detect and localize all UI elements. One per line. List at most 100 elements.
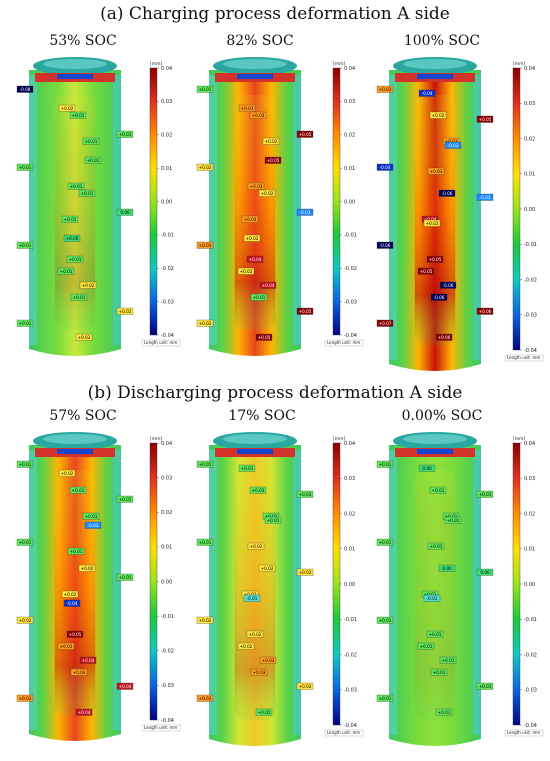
colorbar-gradient [512,67,521,351]
annotation-label: +0.01 [250,293,268,301]
svg-text:+0.05: +0.05 [258,335,271,340]
svg-text:+0.02: +0.02 [261,191,274,196]
annotation-label: -0.06 [430,293,448,301]
svg-text:+0.02: +0.02 [250,544,263,549]
top-cap-highlight [223,59,287,69]
left-edge-shade [29,75,37,345]
annotation-label: +0.02 [116,307,134,315]
colorbar-tick-label: 0.04 [344,441,355,447]
svg-text:+0.02: +0.02 [240,644,253,649]
annotation-label: +0.05 [296,130,314,138]
top-band-blue [237,449,273,454]
svg-text:+0.01: +0.01 [299,492,312,497]
colorbar-tick-label: -0.04 [524,723,537,729]
svg-text:+0.01: +0.01 [70,549,83,554]
svg-text:+0.04: +0.04 [82,658,95,663]
svg-text:+0.05: +0.05 [299,132,312,137]
annotation-label: +0.04 [116,682,134,690]
svg-text:+0.01: +0.01 [424,592,437,597]
svg-text:+0.02: +0.02 [249,632,262,637]
length-unit-box [504,354,544,362]
annotation-label: -0.04 [63,599,81,607]
colorbar-tick-label: -0.02 [524,277,537,283]
colorbar-unit: [mm] [513,61,526,67]
svg-text:+0.01: +0.01 [445,514,458,519]
colorbar: [mm]0.04 0.03 0.02 0.01 0.00 -0.01 -0.02 -0.03 -… [324,436,364,737]
annotation-label: +0.01 [16,241,34,249]
svg-text:+0.01: +0.01 [253,295,266,300]
colorbar-unit: [mm] [513,436,526,442]
svg-text:+0.05: +0.05 [267,158,280,163]
colorbar-tick-label: -0.01 [524,242,537,248]
annotation-label: +0.01 [57,267,75,275]
annotation-label: +0.01 [439,656,457,664]
colorbar-tick-label: 0.00 [524,207,535,213]
top-band-blue [57,449,93,454]
annotation-label: +0.01 [196,460,214,468]
svg-text:+0.01: +0.01 [252,488,265,493]
annotation-label: +0.02 [196,163,214,171]
svg-text:+0.03: +0.03 [430,169,443,174]
svg-text:+0.02: +0.02 [64,592,77,597]
svg-text:+0.01: +0.01 [432,488,445,493]
colorbar-length-unit: Length unit: mm [507,730,540,735]
colorbar-tick-label: -0.03 [344,299,357,305]
colorbar-tick-label: -0.03 [161,299,174,305]
svg-text:+0.02: +0.02 [246,236,259,241]
svg-text:0.00: 0.00 [120,210,130,215]
svg-text:+0.05: +0.05 [479,117,492,122]
annotation-label: +0.01 [417,642,435,650]
svg-text:+0.01: +0.01 [430,544,443,549]
annotation-label: -0.04 [376,163,394,171]
svg-text:+0.02: +0.02 [78,335,91,340]
svg-text:0.00: 0.00 [480,570,490,575]
annotation-label: -0.01 [243,594,261,602]
svg-text:+0.02: +0.02 [199,165,212,170]
colorbar-tick-label: 0.02 [161,510,172,516]
svg-text:+0.07: +0.07 [379,321,392,326]
length-unit-box [324,339,364,347]
svg-text:+0.02: +0.02 [426,221,439,226]
svg-text:+0.01: +0.01 [19,540,32,545]
annotation-label: +0.01 [82,512,100,520]
colorbar-tick-label: 0.01 [344,547,355,553]
colorbar-tick-label: -0.01 [344,617,357,623]
annotation-label: +0.01 [116,573,134,581]
annotation-label: +0.01 [61,215,79,223]
annotation-label: +0.01 [444,516,462,524]
annotation-label: +0.01 [69,486,87,494]
annotation-label: +0.02 [237,642,255,650]
colorbar-tick-label: 0.01 [344,166,355,172]
svg-text:+0.03: +0.03 [250,184,263,189]
annotation-label: -0.03 [444,141,462,149]
svg-text:+0.01: +0.01 [265,514,278,519]
annotation-label: +0.01 [16,163,34,171]
annotation-label: +0.01 [116,495,134,503]
annotation-label: +0.01 [84,156,102,164]
top-band-blue [57,74,93,79]
svg-text:-0.01: -0.01 [427,596,438,601]
colorbar-tick-label: 0.03 [524,476,535,482]
annotation-label: +0.01 [67,547,85,555]
annotation-label: +0.02 [423,219,441,227]
annotation-label: +0.02 [429,111,447,119]
svg-text:+0.01: +0.01 [60,269,73,274]
annotation-label: +0.01 [66,255,84,263]
svg-text:-0.01: -0.01 [247,596,258,601]
svg-text:+0.01: +0.01 [241,466,254,471]
colorbar-tick-label: 0.01 [524,547,535,553]
length-unit-box [504,729,544,737]
annotation-label: +0.05 [417,267,435,275]
annotation-label: +0.00 [63,234,81,242]
annotation-label: -0.03 [296,208,314,216]
annotation-label: +0.01 [296,490,314,498]
annotation-label: +0.01 [426,630,444,638]
annotation-label: +0.03 [196,694,214,702]
annotation-label: +0.01 [376,538,394,546]
svg-text:-0.06: -0.06 [442,191,453,196]
colorbar-tick-label: -0.01 [161,233,174,239]
annotation-label: +0.03 [250,668,268,676]
colorbar-tick-label: -0.03 [524,688,537,694]
svg-text:+0.01: +0.01 [379,540,392,545]
svg-text:+0.03: +0.03 [199,243,212,248]
